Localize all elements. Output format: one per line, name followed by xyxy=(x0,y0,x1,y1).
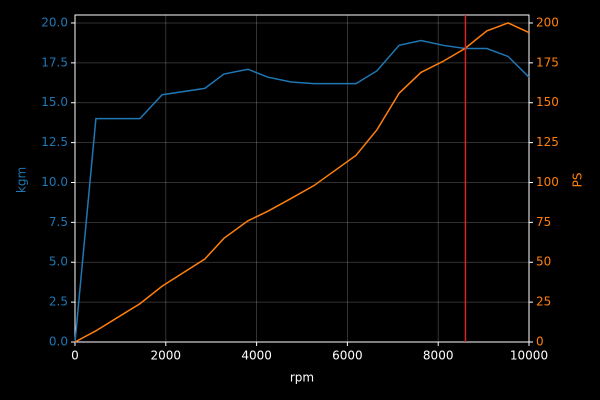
y2-tick-label: 50 xyxy=(536,255,551,269)
x-axis-label: rpm xyxy=(290,371,314,385)
x-tick-label: 10000 xyxy=(510,349,548,363)
y-tick-label: 17.5 xyxy=(41,55,68,69)
y2-tick-label: 175 xyxy=(536,55,559,69)
y-tick-label: 12.5 xyxy=(41,135,68,149)
y2-tick-label: 150 xyxy=(536,95,559,109)
y-tick-label: 7.5 xyxy=(49,215,68,229)
y2-tick-label: 100 xyxy=(536,175,559,189)
y2-tick-label: 125 xyxy=(536,135,559,149)
line-series xyxy=(74,39,530,343)
y2-tick-label: 0 xyxy=(536,335,544,349)
y-tick-label: 0.0 xyxy=(49,335,68,349)
y-tick-label: 20.0 xyxy=(41,15,68,29)
x-tick-label: 4000 xyxy=(241,349,272,363)
plot-frame xyxy=(74,14,530,343)
y2-axis-label: PS xyxy=(571,173,585,188)
x-tick-label: 8000 xyxy=(423,349,454,363)
y-axis-label: kgm xyxy=(15,167,29,193)
y-tick-label: 10.0 xyxy=(41,175,68,189)
y2-tick-label: 200 xyxy=(536,15,559,29)
y-tick-label: 15.0 xyxy=(41,95,68,109)
x-tick-label: 0 xyxy=(71,349,79,363)
y2-tick-label: 25 xyxy=(536,295,551,309)
y-tick-label: 2.5 xyxy=(49,295,68,309)
y2-tick-label: 75 xyxy=(536,215,551,229)
x-tick-label: 6000 xyxy=(332,349,363,363)
y-tick-label: 5.0 xyxy=(49,255,68,269)
x-tick-label: 2000 xyxy=(151,349,182,363)
